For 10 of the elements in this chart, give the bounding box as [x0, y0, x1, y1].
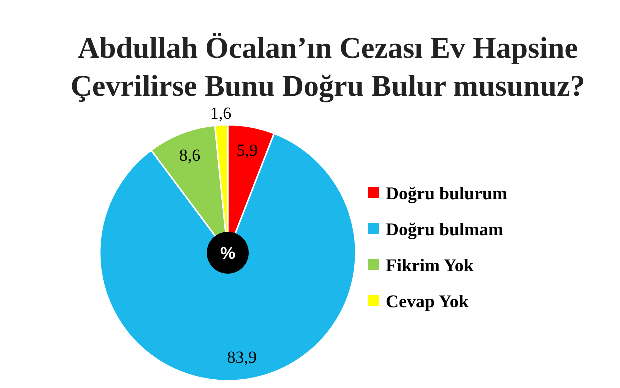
- text: %: [220, 244, 236, 263]
- legend-label: Cevap Yok: [386, 291, 469, 312]
- data-label: 8,6: [179, 146, 201, 166]
- legend-label: Fikrim Yok: [386, 255, 474, 276]
- data-label: 5,9: [236, 140, 258, 160]
- data-label: 83,9: [227, 348, 258, 367]
- chart-title: Abdullah Öcalan’ın Cezası Ev Hapsine Çevrilirse Bunu Doğru Bulur musunuz?: [70, 32, 586, 103]
- legend-label: Doğru bulmam: [386, 219, 504, 240]
- data-label: 1,6: [210, 104, 232, 124]
- legend-label: Doğru bulurum: [386, 183, 508, 204]
